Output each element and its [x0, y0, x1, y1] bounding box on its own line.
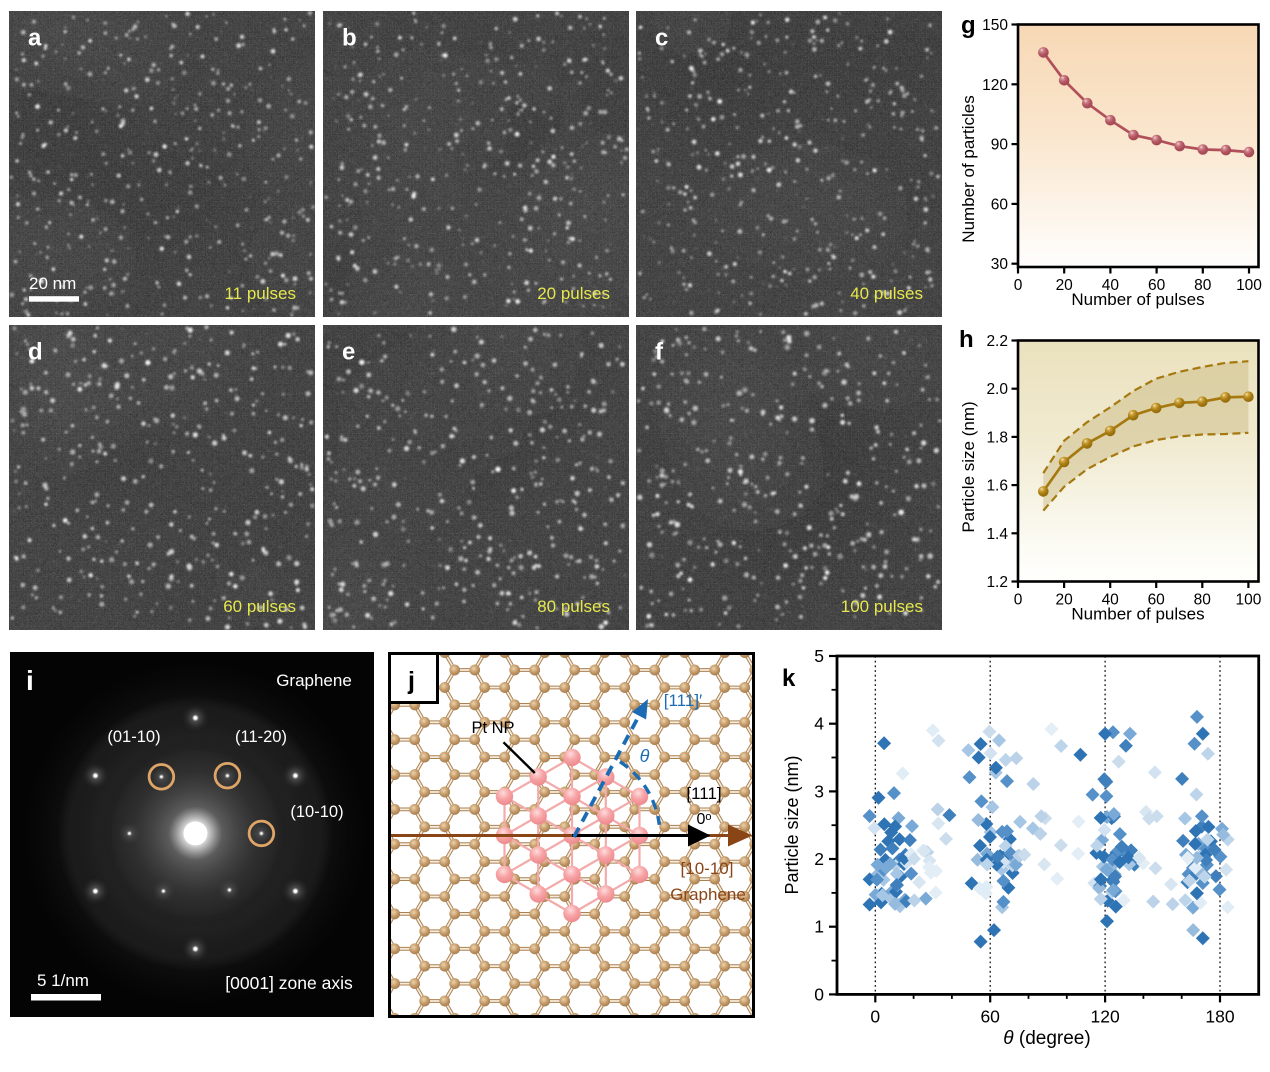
svg-text:120: 120 — [982, 77, 1008, 94]
svg-text:80: 80 — [1194, 277, 1212, 294]
svg-text:e: e — [342, 339, 355, 366]
svg-text:180: 180 — [1205, 1006, 1234, 1026]
svg-text:2.2: 2.2 — [986, 333, 1008, 350]
svg-text:1.8: 1.8 — [986, 429, 1008, 446]
svg-text:a: a — [28, 25, 42, 52]
svg-text:5: 5 — [814, 646, 824, 666]
svg-text:40: 40 — [1102, 592, 1120, 609]
svg-text:2.0: 2.0 — [986, 381, 1008, 398]
svg-text:k: k — [782, 665, 796, 692]
svg-text:Number of pulses: Number of pulses — [1071, 605, 1204, 624]
svg-text:d: d — [28, 339, 43, 366]
svg-text:60 pulses: 60 pulses — [223, 597, 296, 616]
svg-text:h: h — [959, 330, 974, 353]
svg-text:0: 0 — [814, 984, 824, 1004]
svg-text:3: 3 — [814, 781, 824, 801]
svg-text:150: 150 — [982, 17, 1008, 34]
svg-text:i: i — [26, 665, 34, 696]
svg-text:Number of particles: Number of particles — [959, 95, 978, 242]
svg-text:100 pulses: 100 pulses — [841, 597, 923, 616]
svg-text:Graphene: Graphene — [670, 885, 746, 904]
svg-text:θ: θ — [640, 746, 650, 766]
svg-text:Pt NP: Pt NP — [471, 719, 514, 737]
svg-text:Particle size (nm): Particle size (nm) — [959, 401, 978, 532]
svg-text:(01-10): (01-10) — [107, 728, 160, 746]
svg-text:40: 40 — [1102, 277, 1120, 294]
svg-text:[111]: [111] — [686, 784, 721, 803]
svg-text:1.4: 1.4 — [986, 526, 1008, 543]
svg-text:0: 0 — [870, 1006, 880, 1026]
svg-text:30: 30 — [991, 256, 1009, 273]
svg-text:Number of pulses: Number of pulses — [1071, 290, 1204, 309]
svg-text:[111]′: [111]′ — [664, 691, 702, 710]
svg-text:100: 100 — [1236, 277, 1262, 294]
svg-text:11 pulses: 11 pulses — [224, 284, 296, 303]
svg-text:f: f — [655, 339, 664, 366]
svg-text:0: 0 — [1014, 277, 1023, 294]
svg-text:(10-10): (10-10) — [290, 803, 343, 821]
svg-text:20 pulses: 20 pulses — [537, 284, 610, 303]
svg-text:1.2: 1.2 — [986, 574, 1008, 591]
svg-text:[0001] zone axis: [0001] zone axis — [225, 973, 353, 993]
svg-text:1: 1 — [814, 917, 824, 937]
svg-text:b: b — [342, 25, 357, 52]
svg-text:Graphene: Graphene — [276, 671, 352, 690]
svg-text:60: 60 — [1148, 592, 1166, 609]
svg-text:g: g — [961, 12, 976, 39]
svg-text:0: 0 — [1014, 592, 1023, 609]
svg-text:60: 60 — [1148, 277, 1166, 294]
svg-text:j: j — [407, 667, 415, 695]
svg-text:(11-20): (11-20) — [235, 728, 287, 746]
svg-text:80 pulses: 80 pulses — [537, 597, 610, 616]
svg-text:4: 4 — [814, 714, 824, 734]
svg-text:60: 60 — [991, 196, 1009, 213]
svg-text:1.6: 1.6 — [986, 478, 1008, 495]
svg-text:20: 20 — [1055, 592, 1073, 609]
svg-text:60: 60 — [980, 1006, 1000, 1026]
svg-text:20: 20 — [1056, 277, 1074, 294]
svg-text:40 pulses: 40 pulses — [850, 284, 923, 303]
svg-text:2: 2 — [814, 849, 824, 869]
svg-text:θ (degree): θ (degree) — [1003, 1028, 1090, 1049]
svg-text:120: 120 — [1090, 1006, 1119, 1026]
svg-text:90: 90 — [991, 137, 1009, 154]
svg-text:Particle size (nm): Particle size (nm) — [782, 755, 802, 894]
svg-text:c: c — [655, 25, 668, 52]
svg-text:5 1/nm: 5 1/nm — [37, 971, 89, 990]
svg-text:[10-10]: [10-10] — [681, 859, 734, 878]
svg-text:80: 80 — [1194, 592, 1212, 609]
svg-text:100: 100 — [1235, 592, 1261, 609]
svg-text:20 nm: 20 nm — [29, 274, 76, 293]
